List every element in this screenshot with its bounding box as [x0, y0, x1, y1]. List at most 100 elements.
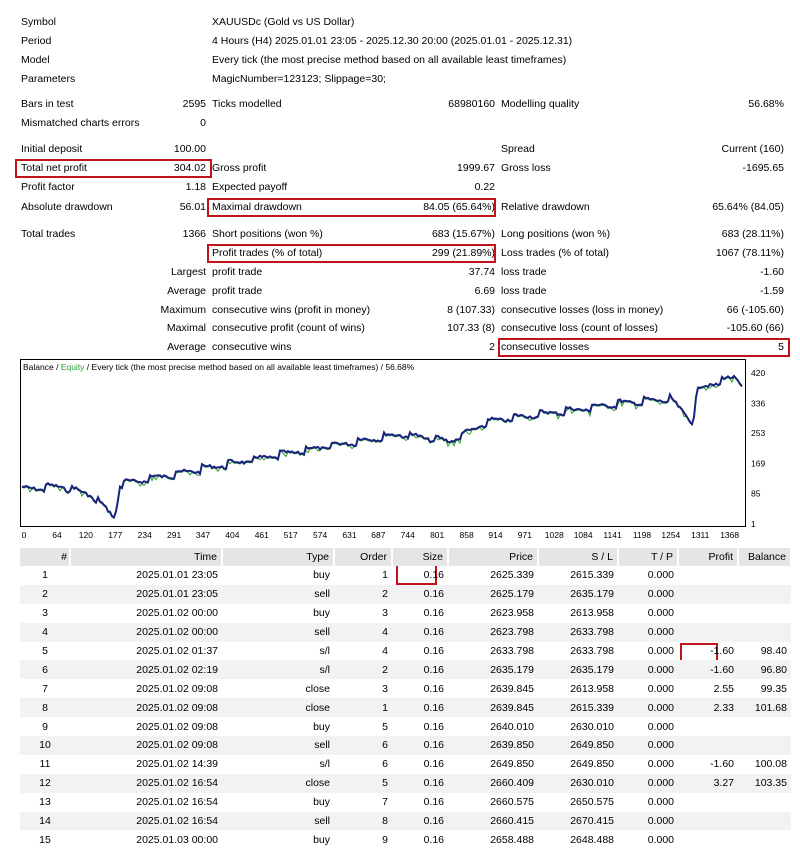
cell-tp: 0.000: [618, 698, 678, 718]
cell-profit: -1.60: [710, 645, 734, 657]
table-row[interactable]: 6 2025.01.02 02:19 s/l 2 0.16 2635.179 2635.17…: [20, 660, 791, 680]
column-header-size[interactable]: Size: [392, 548, 449, 566]
cell-price: 2625.339: [490, 569, 534, 582]
cell-balance: 98.40: [760, 645, 787, 657]
column-header-tp[interactable]: T / P: [618, 548, 679, 566]
cell-balance: 101.68: [738, 698, 791, 718]
cell-tp: 0.000: [618, 660, 678, 680]
table-row[interactable]: 8 2025.01.02 09:08 close 1 0.16 2639.845 2615.…: [20, 698, 791, 718]
table-row[interactable]: 15 2025.01.03 00:00 buy 9 0.16 2658.488 2648.4…: [20, 830, 791, 849]
long-positions-value: 683 (28.11%): [721, 228, 784, 240]
cell-num: 12: [20, 773, 70, 793]
table-row[interactable]: 5 2025.01.02 01:37 s/l 4 0.16 2633.798 2633.79…: [20, 642, 791, 661]
cell-num: 8: [20, 698, 70, 718]
avg-consecutive-wins-label: consecutive wins: [212, 341, 292, 353]
average-profit-trade-label: profit trade: [212, 285, 263, 297]
table-row[interactable]: 7 2025.01.02 09:08 close 3 0.16 2639.845 2613.…: [20, 679, 791, 698]
max-consecutive-profit-label: consecutive profit (count of wins): [212, 322, 365, 334]
cell-profit: [678, 811, 738, 831]
table-row[interactable]: 3 2025.01.02 00:00 buy 3 0.16 2623.958 2613.95…: [20, 604, 791, 623]
total-trades-value: 1366: [182, 228, 206, 240]
cell-time: 2025.01.02 16:54: [70, 773, 222, 793]
column-header-profit[interactable]: Profit: [678, 548, 739, 566]
column-header-balance[interactable]: Balance: [738, 548, 792, 566]
cell-size: 0.16: [423, 758, 444, 771]
cell-size: 0.16: [392, 660, 448, 680]
table-row[interactable]: 11 2025.01.02 14:39 s/l 6 0.16 2649.850 2649.8…: [20, 755, 791, 774]
total-net-profit-label: Total net profit: [21, 162, 87, 174]
absolute-drawdown-label: Absolute drawdown: [21, 201, 113, 213]
maximal-drawdown-label: Maximal drawdown: [212, 201, 302, 213]
cell-profit: [678, 604, 738, 623]
cell-num: 1: [42, 569, 48, 582]
profit-factor-value: 1.18: [185, 181, 206, 193]
cell-type: buy: [313, 607, 330, 620]
cell-sl: 2613.958: [570, 682, 614, 695]
legend-balance: Balance: [23, 362, 54, 372]
cell-tp: 0.000: [618, 584, 678, 604]
y-tick-label: 85: [751, 489, 761, 499]
cell-balance: [738, 717, 791, 736]
x-tick-label: 404: [225, 530, 239, 540]
x-tick-label: 914: [488, 530, 502, 540]
cell-tp: 0.000: [647, 758, 674, 771]
cell-order: 7: [382, 796, 388, 809]
cell-size: 0.16: [392, 811, 448, 831]
largest-loss-trade-value: -1.60: [760, 266, 784, 278]
x-tick-label: 1141: [603, 530, 622, 540]
table-row[interactable]: 14 2025.01.02 16:54 sell 8 0.16 2660.415 2670.…: [20, 811, 791, 831]
cell-tp: 0.000: [647, 682, 674, 695]
highlight-profit-trades: [207, 244, 496, 263]
cell-price: 2623.798: [448, 622, 538, 642]
bars-label: Bars in test: [21, 98, 74, 110]
y-tick-label: 169: [751, 458, 765, 468]
table-row[interactable]: 10 2025.01.02 09:08 sell 6 0.16 2639.850 2649.…: [20, 736, 791, 755]
table-body: 1 2025.01.01 23:05 buy 1 0.16 2625.339 2615.33…: [20, 566, 791, 849]
maximal-drawdown-value: 84.05 (65.64%): [423, 201, 495, 213]
x-tick-label: 64: [52, 530, 62, 540]
balance-line: [21, 374, 743, 519]
cell-num: 2: [20, 584, 70, 604]
cell-profit: 2.33: [678, 698, 738, 718]
cell-order: 6: [334, 736, 392, 755]
column-header-num[interactable]: #: [20, 548, 71, 566]
table-row[interactable]: 9 2025.01.02 09:08 buy 5 0.16 2640.010 2630.01…: [20, 717, 791, 736]
x-tick-label: 234: [138, 530, 152, 540]
profit-factor-label: Profit factor: [21, 181, 75, 193]
modelling-quality-value: 56.68%: [748, 98, 784, 110]
cell-sl: 2649.850: [570, 758, 614, 771]
cell-price: 2660.409: [448, 773, 538, 793]
table-row[interactable]: 2 2025.01.01 23:05 sell 2 0.16 2625.179 2635.1…: [20, 584, 791, 604]
table-row[interactable]: 4 2025.01.02 00:00 sell 4 0.16 2623.798 2633.7…: [20, 622, 791, 642]
relative-drawdown-value: 65.64% (84.05): [712, 201, 784, 213]
cell-order: 3: [382, 682, 388, 695]
cell-order: 1: [334, 698, 392, 718]
column-header-time[interactable]: Time: [70, 548, 223, 566]
initial-deposit-label: Initial deposit: [21, 143, 83, 155]
x-tick-label: 801: [430, 530, 444, 540]
period-value: 4 Hours (H4) 2025.01.01 23:05 - 2025.12.…: [212, 35, 573, 47]
column-header-price[interactable]: Price: [448, 548, 539, 566]
cell-price: 2623.958: [490, 607, 534, 620]
cell-profit: [678, 717, 738, 736]
gross-loss-label: Gross loss: [501, 162, 551, 174]
cell-price: 2660.415: [448, 811, 538, 831]
largest-loss-trade-label: loss trade: [501, 266, 547, 278]
average-loss-trade-value: -1.59: [760, 285, 784, 297]
cell-size: 0.16: [423, 796, 444, 809]
cell-time: 2025.01.02 09:08: [70, 736, 222, 755]
table-row[interactable]: 12 2025.01.02 16:54 close 5 0.16 2660.409 2630…: [20, 773, 791, 793]
short-positions-label: Short positions (won %): [212, 228, 323, 240]
avg-consecutive-wins-value: 2: [489, 341, 495, 353]
x-tick-label: 517: [284, 530, 298, 540]
table-row[interactable]: 13 2025.01.02 16:54 buy 7 0.16 2660.575 2650.5…: [20, 793, 791, 812]
x-tick-label: 0: [22, 530, 27, 540]
cell-time: 2025.01.02 00:00: [70, 622, 222, 642]
column-header-sl[interactable]: S / L: [538, 548, 619, 566]
column-header-type[interactable]: Type: [222, 548, 335, 566]
table-row[interactable]: 1 2025.01.01 23:05 buy 1 0.16 2625.339 2615.33…: [20, 566, 791, 585]
cell-size: 0.16: [423, 682, 444, 695]
column-header-order[interactable]: Order: [334, 548, 393, 566]
